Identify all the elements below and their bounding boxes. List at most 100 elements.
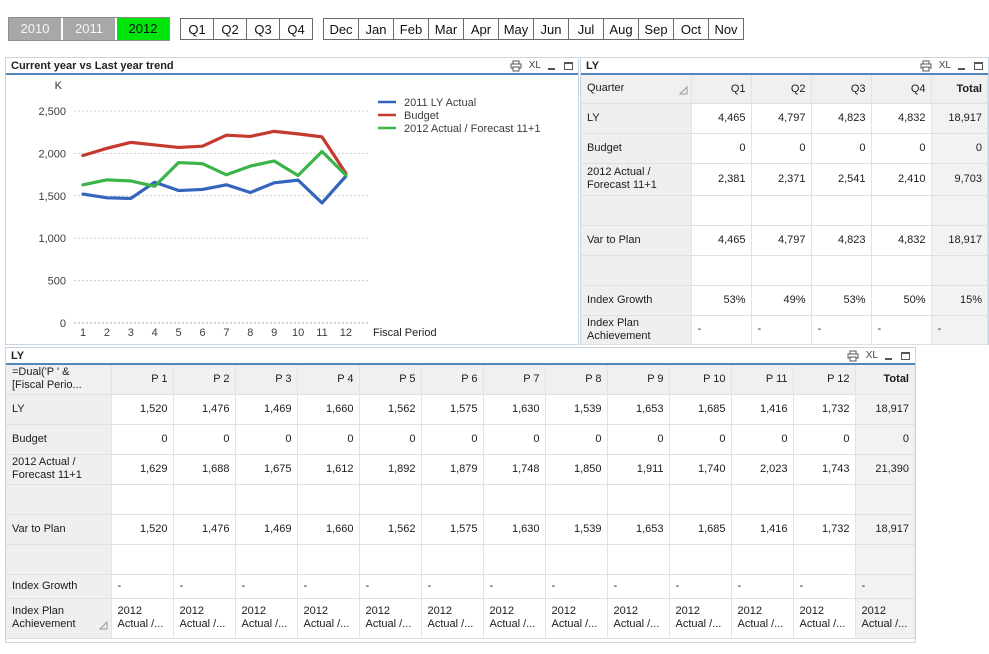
month-Apr[interactable]: Apr — [463, 18, 499, 40]
chart-caption-bar[interactable]: Current year vs Last year trend XL — [6, 58, 578, 75]
legend-item[interactable]: Budget — [378, 110, 439, 122]
value-cell — [811, 255, 872, 286]
value-cell — [793, 484, 856, 515]
quarter-listbox: Q1 Q2 Q3 Q4 — [180, 18, 313, 40]
month-Aug[interactable]: Aug — [603, 18, 639, 40]
year-2012[interactable]: 2012 — [117, 18, 169, 40]
column-header-cell[interactable]: P 6 — [421, 365, 484, 395]
column-header-cell[interactable]: P 3 — [235, 365, 298, 395]
month-May[interactable]: May — [498, 18, 534, 40]
value-cell: 1,653 — [607, 514, 670, 545]
value-cell: 0 — [421, 424, 484, 455]
column-header-cell[interactable]: P 4 — [297, 365, 360, 395]
value-cell: 1,688 — [173, 454, 236, 485]
column-header-cell[interactable]: P 9 — [607, 365, 670, 395]
column-header-cell[interactable]: P 1 — [111, 365, 174, 395]
print-icon[interactable] — [510, 60, 522, 72]
value-cell: 4,465 — [691, 225, 752, 256]
print-icon[interactable] — [847, 350, 859, 362]
column-header-cell[interactable]: P 5 — [359, 365, 422, 395]
value-cell: 4,797 — [751, 225, 812, 256]
table-row: Index Growth 53% 49% 53% 50% 15% — [581, 285, 988, 316]
value-cell — [359, 544, 422, 575]
value-cell: 2012 Actual /... — [669, 598, 732, 639]
column-header-cell[interactable]: P 8 — [545, 365, 608, 395]
minimize-icon[interactable] — [548, 61, 557, 71]
series-line-2011-ly-actual[interactable] — [81, 174, 348, 205]
row-label-cell: Index Plan Achievement — [581, 315, 692, 345]
value-cell: 0 — [111, 424, 174, 455]
value-cell — [731, 484, 794, 515]
column-header-cell[interactable]: P 7 — [483, 365, 546, 395]
export-excel-icon[interactable]: XL — [938, 60, 951, 71]
minimize-icon[interactable] — [958, 61, 967, 71]
x-tick-label: 8 — [247, 327, 253, 339]
value-cell: 1,469 — [235, 394, 298, 425]
column-header-cell[interactable]: P 10 — [669, 365, 732, 395]
column-header-cell[interactable]: Q3 — [811, 75, 872, 104]
table-row: Var to Plan 4,465 4,797 4,823 4,832 18,917 — [581, 225, 988, 256]
value-cell — [421, 544, 484, 575]
month-listbox: Dec Jan Feb Mar Apr May Jun Jul Aug Sep Oct Nov — [323, 18, 744, 40]
column-header-cell[interactable]: P 2 — [173, 365, 236, 395]
year-2011[interactable]: 2011 — [63, 18, 115, 40]
print-icon[interactable] — [920, 60, 932, 72]
value-cell — [793, 544, 856, 575]
export-excel-icon[interactable]: XL — [865, 350, 878, 361]
value-cell: 1,879 — [421, 454, 484, 485]
total-header-cell[interactable]: Total — [931, 75, 988, 104]
month-Feb[interactable]: Feb — [393, 18, 429, 40]
month-Dec[interactable]: Dec — [323, 18, 359, 40]
value-cell: 0 — [483, 424, 546, 455]
column-header-cell[interactable]: Q4 — [871, 75, 932, 104]
series-line-2012-actual-forecast-11-1[interactable] — [81, 149, 348, 188]
value-cell — [669, 544, 732, 575]
quarter-Q2[interactable]: Q2 — [213, 18, 247, 40]
month-Oct[interactable]: Oct — [673, 18, 709, 40]
row-label-cell: Index Plan Achievement — [6, 598, 112, 639]
total-cell: 18,917 — [855, 514, 915, 545]
minimize-icon[interactable] — [885, 351, 894, 361]
quarter-Q1[interactable]: Q1 — [180, 18, 214, 40]
value-cell: 1,748 — [483, 454, 546, 485]
maximize-icon[interactable] — [564, 61, 574, 71]
legend-item[interactable]: 2011 LY Actual — [378, 97, 476, 109]
quarter-table-caption-bar[interactable]: LY XL — [581, 58, 988, 75]
series-line-budget[interactable] — [81, 129, 348, 175]
column-header-cell[interactable]: P 12 — [793, 365, 856, 395]
month-Jan[interactable]: Jan — [358, 18, 394, 40]
value-cell: - — [297, 574, 360, 599]
maximize-icon[interactable] — [901, 351, 911, 361]
column-header-cell[interactable]: Q2 — [751, 75, 812, 104]
value-cell: 0 — [359, 424, 422, 455]
value-cell: - — [111, 574, 174, 599]
month-Jul[interactable]: Jul — [568, 18, 604, 40]
month-Nov[interactable]: Nov — [708, 18, 744, 40]
value-cell: 1,685 — [669, 514, 732, 545]
table-row — [6, 544, 915, 575]
quarter-Q3[interactable]: Q3 — [246, 18, 280, 40]
column-header-cell[interactable]: Q1 — [691, 75, 752, 104]
column-header-cell[interactable]: P 11 — [731, 365, 794, 395]
year-2010[interactable]: 2010 — [9, 18, 61, 40]
dimension-header-cell[interactable]: Quarter — [581, 75, 692, 104]
export-excel-icon[interactable]: XL — [528, 60, 541, 71]
month-Mar[interactable]: Mar — [428, 18, 464, 40]
row-label-cell: 2012 Actual / Forecast 11+1 — [6, 454, 112, 485]
quarter-Q4[interactable]: Q4 — [279, 18, 313, 40]
trend-line-chart[interactable]: K 0 500 1,000 1,500 2,000 2,500 1 2 3 4 5 6 7 8 9 10 11 12… — [6, 75, 578, 344]
period-table-caption-bar[interactable]: LY XL — [6, 348, 915, 365]
row-label-cell: Index Growth — [581, 285, 692, 316]
total-cell: 18,917 — [855, 394, 915, 425]
dimension-header-cell[interactable]: =Dual('P ' & [Fiscal Perio... — [6, 365, 112, 395]
chart-caption-icons: XL — [510, 60, 574, 72]
month-Sep[interactable]: Sep — [638, 18, 674, 40]
legend-item[interactable]: 2012 Actual / Forecast 11+1 — [378, 123, 540, 135]
value-cell — [111, 544, 174, 575]
value-cell — [297, 484, 360, 515]
month-Jun[interactable]: Jun — [533, 18, 569, 40]
maximize-icon[interactable] — [974, 61, 984, 71]
value-cell — [111, 484, 174, 515]
total-header-cell[interactable]: Total — [855, 365, 915, 395]
